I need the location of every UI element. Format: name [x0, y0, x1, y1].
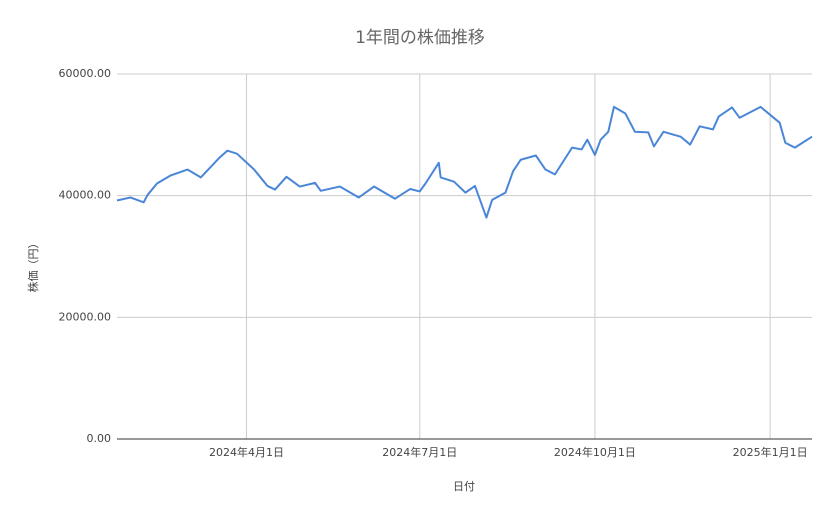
x-tick-label: 2024年4月1日 [209, 445, 284, 459]
x-tick-label: 2024年10月1日 [554, 445, 636, 459]
x-tick-label: 2024年7月1日 [382, 445, 457, 459]
data-line [116, 105, 813, 219]
y-tick-label: 0.00 [87, 432, 112, 445]
y-axis-title: 株価（円） [26, 238, 40, 293]
y-tick-label: 40000.00 [59, 189, 112, 202]
y-tick-label: 60000.00 [59, 67, 112, 80]
chart-title: 1年間の株価推移 [355, 28, 485, 48]
y-tick-label: 20000.00 [59, 310, 112, 323]
x-tick-label: 2025年1月1日 [733, 445, 808, 459]
x-axis-title: 日付 [453, 480, 475, 493]
